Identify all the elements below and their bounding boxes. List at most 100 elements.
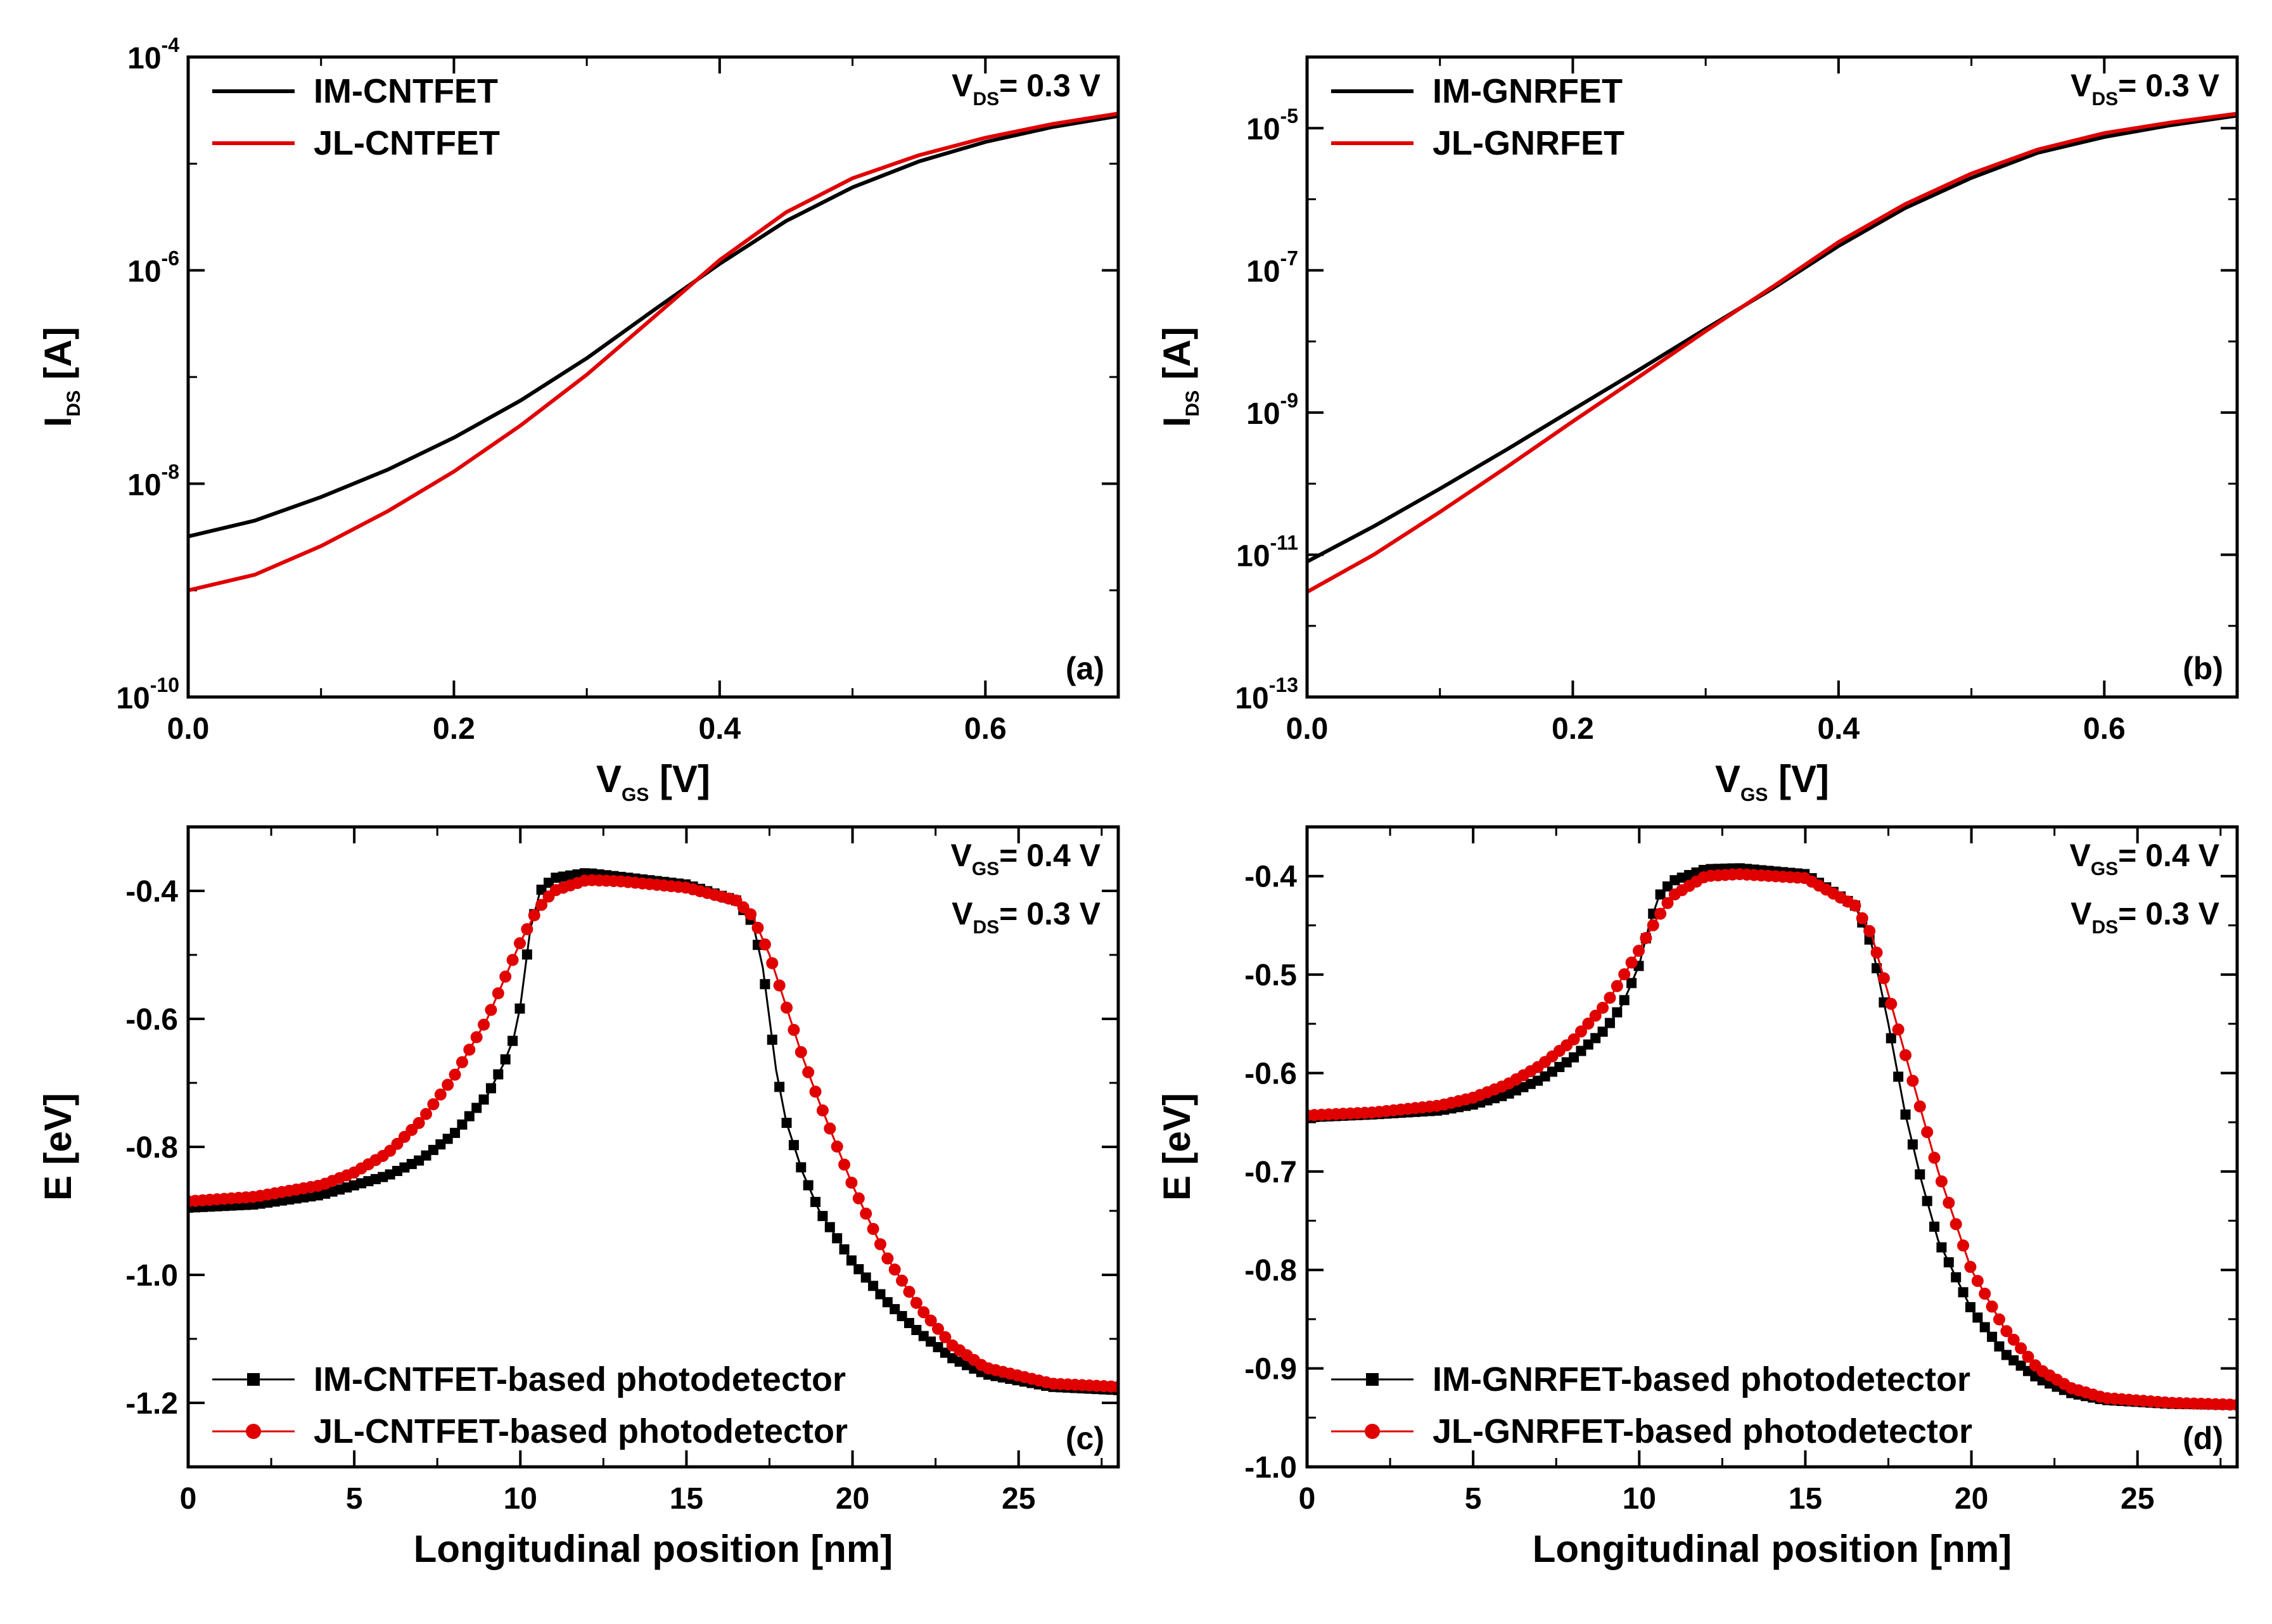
panel-c: 0 5 10 15 20 25 -0.4 -0.6 -0.8 -1.0 -1.2 Longitudin… (37, 825, 1120, 1570)
data-point (1626, 978, 1637, 988)
series-group (188, 868, 1118, 1395)
data-point (2000, 1325, 2013, 1338)
plot-frame (1305, 55, 2239, 699)
data-point (781, 1001, 793, 1014)
data-point (831, 1141, 843, 1153)
data-point (1935, 1175, 1948, 1188)
data-point (817, 1211, 828, 1222)
data-point (868, 1281, 879, 1291)
data-point (2015, 1342, 2027, 1355)
data-point (910, 1296, 922, 1309)
data-point (420, 1108, 433, 1120)
x-tick-label: 25 (1002, 1482, 1035, 1516)
data-point (1929, 1221, 1940, 1232)
data-point (1618, 968, 1631, 981)
data-point (1892, 1023, 1905, 1036)
data-point (500, 1054, 511, 1065)
data-point (1612, 1007, 1623, 1018)
data-point (932, 1322, 945, 1335)
data-point (1567, 1033, 1580, 1045)
x-tick-label: 0.6 (964, 712, 1007, 746)
data-point (1958, 1287, 1969, 1298)
data-point (788, 1140, 799, 1151)
data-point (1922, 1196, 1932, 1206)
y-tick-label: -0.8 (1244, 1254, 1297, 1288)
data-point (781, 1118, 792, 1128)
data-point (853, 1264, 864, 1275)
data-point (881, 1252, 894, 1265)
panel-label: (b) (2183, 651, 2223, 686)
plot-frame (186, 55, 1120, 699)
condition-text: VGS= 0.4 V (2069, 838, 2219, 879)
data-point (832, 1233, 843, 1244)
y-tick-label: 10-8 (127, 460, 179, 502)
x-tick-label: 0.0 (1286, 712, 1329, 746)
y-tick-label: -1.0 (1244, 1451, 1297, 1485)
series-line-0 (1307, 113, 2237, 564)
legend-label: JL-GNRFET (1433, 124, 1624, 162)
data-point (1951, 1272, 1962, 1282)
data-point (442, 1078, 454, 1091)
panel-label: (d) (2183, 1421, 2223, 1456)
data-point (1943, 1257, 1954, 1268)
data-point (1900, 1109, 1911, 1120)
data-point (917, 1306, 930, 1319)
y-tick-label: -0.4 (125, 875, 178, 909)
data-point (795, 1045, 807, 1058)
data-point (773, 979, 786, 992)
y-tick-label: -0.8 (125, 1131, 178, 1165)
data-point (766, 957, 779, 969)
series-group (188, 112, 1118, 592)
data-point (506, 954, 519, 966)
x-tick-label: 10 (504, 1482, 537, 1516)
data-point (1619, 995, 1630, 1006)
data-point (875, 1289, 886, 1300)
condition-text: VGS= 0.4 V (950, 838, 1101, 879)
data-point (860, 1207, 872, 1220)
data-point (449, 1068, 461, 1081)
data-point (744, 908, 757, 921)
data-point (1640, 931, 1652, 944)
y-axis-label: IDS [A] (37, 327, 84, 427)
data-point (751, 921, 764, 934)
data-point (903, 1286, 916, 1298)
data-point (1986, 1300, 1998, 1313)
data-point (521, 949, 532, 960)
data-point (774, 1082, 785, 1092)
data-point (788, 1023, 800, 1036)
data-point (456, 1056, 468, 1068)
y-tick-label: 10-10 (116, 674, 179, 715)
data-point (1661, 897, 1674, 909)
condition-text: VDS= 0.3 V (952, 68, 1101, 110)
data-point (802, 1066, 815, 1078)
legend-marker (246, 1424, 261, 1439)
y-tick-label: -0.7 (1244, 1156, 1297, 1189)
data-point (464, 1111, 475, 1122)
data-point (846, 1255, 857, 1266)
data-point (1907, 1139, 1918, 1150)
data-point (1979, 1322, 1990, 1333)
x-axis-label: Longitudinal position [nm] (1533, 1528, 2012, 1570)
data-point (535, 898, 548, 911)
x-axis-label: Longitudinal position [nm] (414, 1528, 893, 1570)
data-point (939, 1331, 952, 1343)
panel-label: (a) (1066, 651, 1104, 686)
y-tick-label: 10-5 (1246, 105, 1298, 146)
x-tick-label: 20 (1955, 1482, 1988, 1516)
y-tick-label: -1.0 (125, 1259, 178, 1293)
data-point (760, 979, 770, 990)
legend-label: IM-GNRFET-based photodetector (1433, 1360, 1970, 1398)
y-axis-label: E [eV] (1156, 1093, 1198, 1201)
legend-label: IM-GNRFET (1433, 72, 1623, 110)
x-tick-label: 0.4 (698, 712, 741, 746)
data-point (810, 1196, 821, 1207)
data-point (809, 1085, 822, 1098)
data-point (888, 1263, 901, 1276)
data-point (463, 1044, 476, 1056)
data-point (412, 1116, 425, 1129)
x-axis-label: VGS [V] (596, 758, 710, 805)
data-point (1885, 997, 1898, 1010)
data-point (485, 1083, 496, 1094)
data-point (1849, 899, 1861, 912)
data-point (457, 1119, 468, 1130)
